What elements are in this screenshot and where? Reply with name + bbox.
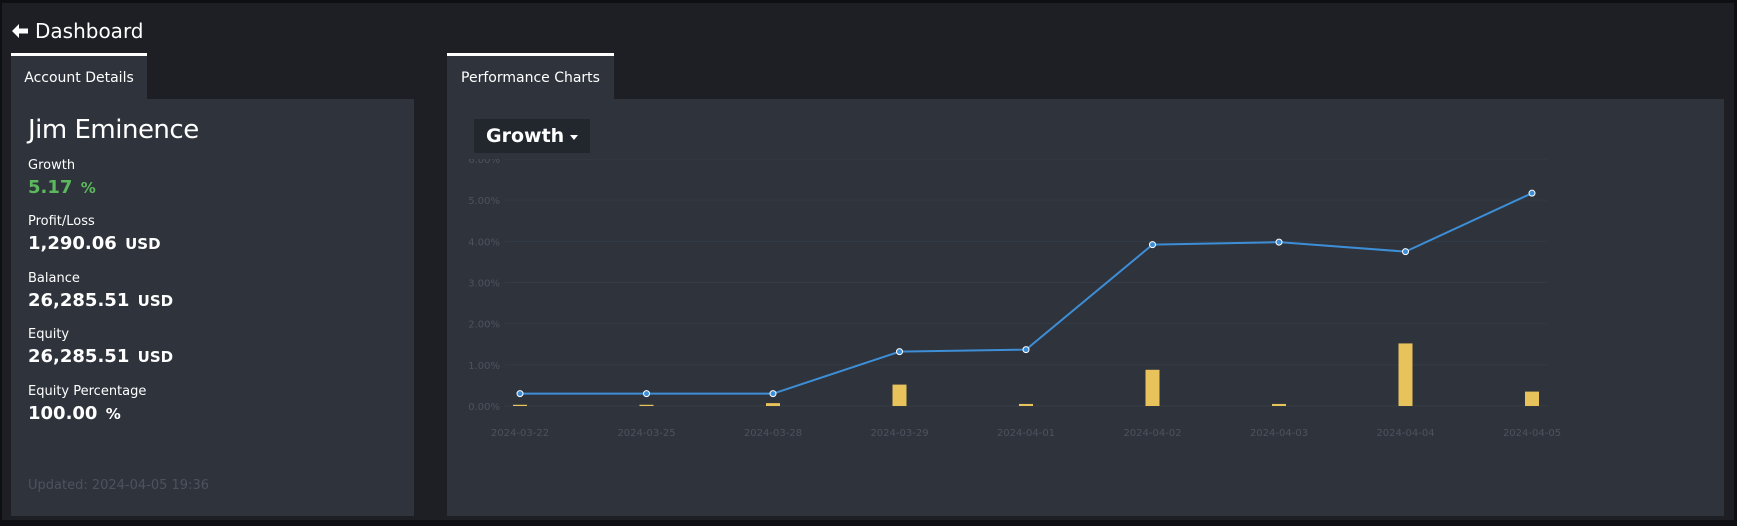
window-frame-right — [1734, 0, 1737, 526]
x-tick-label: 2024-04-04 — [1376, 428, 1434, 439]
profit-loss-value: 1,290.06 USD — [28, 233, 161, 254]
tab-performance-charts[interactable]: Performance Charts — [447, 53, 614, 99]
line-point — [1528, 189, 1536, 197]
x-tick-label: 2024-04-01 — [997, 428, 1055, 439]
caret-down-icon — [570, 134, 579, 140]
profit-loss-label: Profit/Loss — [28, 214, 95, 229]
x-tick-label: 2024-03-22 — [491, 428, 549, 439]
y-tick-label: 5.00% — [468, 196, 500, 207]
equity-percentage-value: 100.00 % — [28, 403, 121, 424]
balance-value: 26,285.51 USD — [28, 290, 174, 311]
x-tick-label: 2024-03-25 — [617, 428, 675, 439]
x-tick-label: 2024-03-28 — [744, 428, 802, 439]
x-tick-label: 2024-04-05 — [1503, 428, 1561, 439]
y-tick-label: 1.00% — [468, 361, 500, 372]
performance-charts-panel: Growth 6.00% 5.00% 4.00% 3.00% 2.00% 1.00% 0.0… — [447, 99, 1724, 516]
account-name: Jim Eminence — [28, 115, 199, 145]
x-tick-label: 2024-03-29 — [870, 428, 928, 439]
chart-type-label: Growth — [486, 125, 565, 147]
x-tick-label: 2024-04-03 — [1250, 428, 1308, 439]
bar — [1525, 391, 1539, 406]
bar — [1398, 343, 1413, 406]
growth-label: Growth — [28, 158, 76, 173]
line-point — [1275, 238, 1283, 246]
growth-line — [520, 192, 1533, 395]
line-point — [1149, 241, 1156, 249]
bar — [639, 404, 654, 406]
y-tick-label: 6.00% — [468, 159, 500, 166]
chart-type-dropdown[interactable]: Growth — [474, 119, 591, 153]
window-frame-left — [0, 0, 2, 526]
growth-value: 5.17 % — [28, 177, 96, 198]
y-tick-label: 3.00% — [468, 279, 500, 290]
window-frame-bottom — [0, 520, 1737, 526]
line-point — [1402, 248, 1409, 256]
account-details-panel: Jim Eminence Growth 5.17 % Profit/Loss 1… — [11, 99, 414, 516]
growth-chart: 6.00% 5.00% 4.00% 3.00% 2.00% 1.00% 0.00% 2024-… — [468, 159, 1561, 439]
bar — [1145, 369, 1160, 406]
bar — [1272, 403, 1286, 406]
line-point — [516, 390, 524, 398]
balance-label: Balance — [28, 271, 80, 286]
line-point — [896, 348, 903, 356]
window-frame-top — [0, 0, 1737, 3]
y-tick-label: 0.00% — [468, 402, 500, 413]
bar — [892, 384, 907, 406]
equity-percentage-label: Equity Percentage — [28, 384, 147, 399]
y-tick-label: 2.00% — [468, 320, 500, 331]
bar — [1019, 403, 1033, 406]
equity-label: Equity — [28, 327, 70, 342]
arrow-left-icon — [12, 24, 28, 38]
updated-timestamp: Updated: 2024-04-05 19:36 — [28, 478, 209, 493]
line-point — [643, 390, 650, 398]
line-point — [1022, 346, 1030, 354]
x-tick-label: 2024-04-02 — [1123, 428, 1181, 439]
bar — [513, 404, 527, 406]
line-point — [769, 390, 777, 398]
bar — [766, 403, 780, 406]
back-to-dashboard-link[interactable]: Dashboard — [11, 19, 144, 43]
y-tick-label: 4.00% — [468, 237, 500, 248]
equity-value: 26,285.51 USD — [28, 346, 174, 367]
back-link-label: Dashboard — [35, 19, 144, 43]
tab-account-details[interactable]: Account Details — [11, 53, 147, 99]
